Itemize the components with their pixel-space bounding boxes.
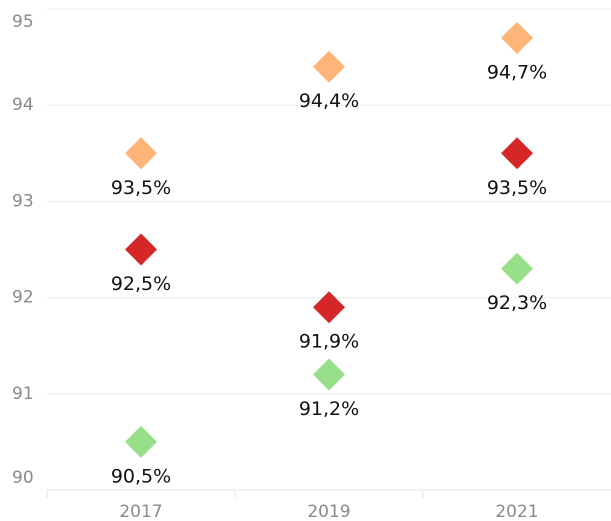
y-tick-label: 92: [12, 288, 34, 308]
value-label: 94,4%: [299, 90, 359, 112]
diamond-marker: [125, 425, 157, 458]
value-label: 93,5%: [111, 177, 171, 199]
value-label: 92,3%: [487, 292, 547, 314]
y-tick-label: 90: [12, 468, 34, 488]
diamond-marker: [125, 137, 157, 170]
diamond-marker: [501, 21, 533, 54]
x-tick-label: 2017: [119, 502, 162, 521]
diamond-marker: [313, 50, 345, 83]
y-tick-label: 93: [12, 191, 34, 211]
x-tick-label: 2019: [307, 502, 350, 521]
x-tick-label: 2021: [495, 502, 538, 521]
value-label: 93,5%: [487, 177, 547, 199]
diamond-marker: [125, 233, 157, 266]
value-label: 90,5%: [111, 465, 171, 487]
value-label: 92,5%: [111, 273, 171, 295]
diamond-marker: [313, 291, 345, 324]
value-label: 91,9%: [299, 331, 359, 353]
y-tick-label: 95: [12, 12, 34, 32]
diamond-marker: [501, 137, 533, 170]
y-tick-label: 91: [12, 384, 34, 404]
y-tick-label: 94: [12, 95, 34, 115]
diamond-marker: [501, 252, 533, 285]
diamond-marker: [313, 358, 345, 391]
value-label: 94,7%: [487, 61, 547, 83]
value-label: 91,2%: [299, 398, 359, 420]
